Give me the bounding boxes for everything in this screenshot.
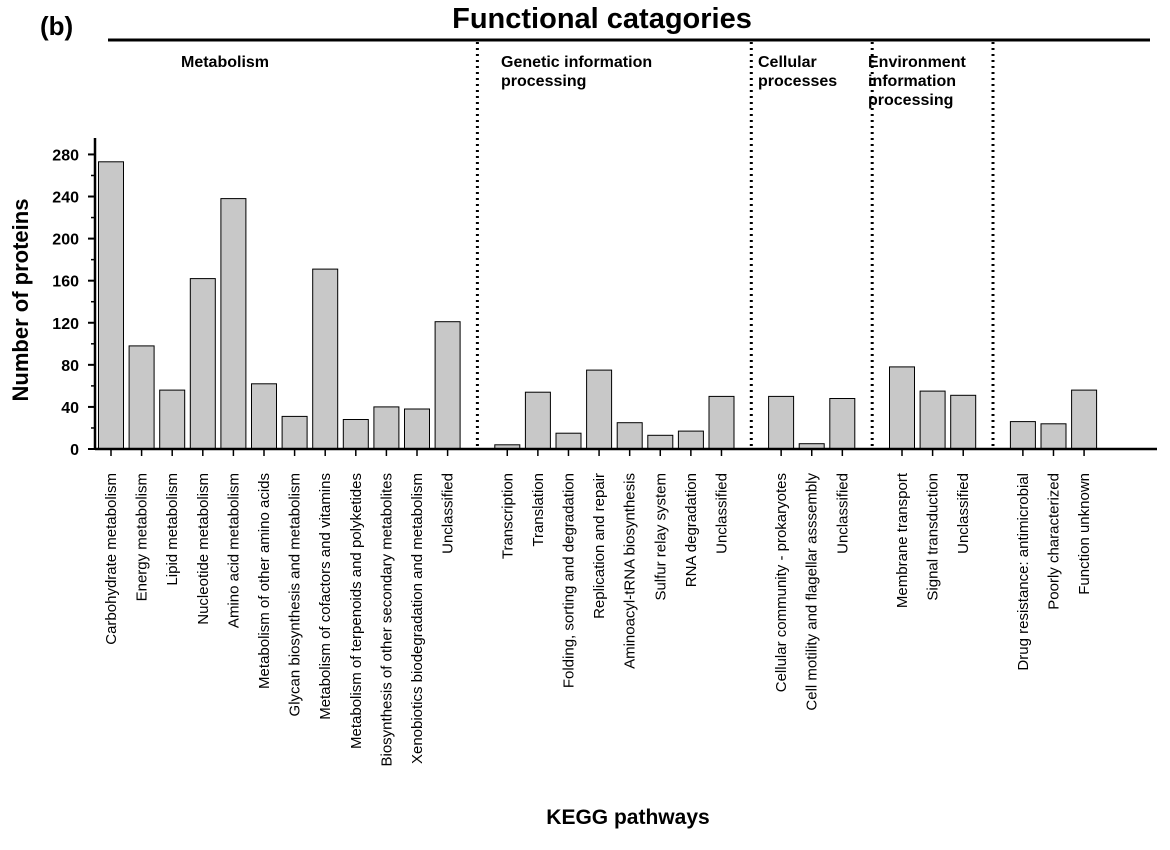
bar [281, 415, 308, 450]
bar [312, 268, 339, 450]
bar [434, 321, 461, 450]
category-label: Signal transduction [925, 473, 942, 601]
bar [251, 383, 277, 450]
bar [919, 390, 946, 450]
bar [373, 406, 400, 450]
y-tick-label: 40 [61, 400, 79, 417]
bar [1071, 389, 1098, 450]
group-label: Environment [868, 54, 966, 71]
category-label: Metabolism of cofactors and vitamins [317, 473, 334, 720]
bar [98, 161, 124, 450]
group-label: processing [501, 73, 586, 90]
bar [159, 389, 186, 450]
category-label: Drug resistance: antimicrobial [1015, 473, 1032, 671]
group-label: Cellular [758, 54, 817, 71]
group-labels: Metabolism Genetic information processing C… [181, 54, 966, 109]
category-label: Amino acid metabolism [225, 473, 242, 628]
category-label: Membrane transport [894, 472, 911, 608]
bar [1040, 423, 1067, 450]
chart-title: Functional catagories [452, 3, 752, 35]
category-label: Metabolism of terpenoids and polyketides [348, 473, 365, 749]
category-label: Glycan biosynthesis and metabolism [287, 473, 304, 716]
group-label: processing [868, 92, 953, 109]
panel-label: (b) [40, 11, 73, 41]
bar [677, 430, 704, 450]
bar [768, 395, 795, 450]
category-label: Transcription [499, 473, 516, 559]
category-label: Folding, sorting and degradation [561, 473, 578, 688]
bar [1009, 421, 1036, 450]
category-label: Biosynthesis of other secondary metaboli… [378, 473, 395, 767]
bar [616, 422, 643, 450]
bar [220, 198, 247, 450]
bars [98, 161, 1098, 450]
x-axis-label: KEGG pathways [546, 806, 709, 829]
category-label: Replication and repair [591, 473, 608, 619]
category-label: Unclassified [834, 473, 851, 554]
category-label: Cell motility and flagellar asssembly [804, 473, 821, 711]
group-label: information [868, 73, 956, 90]
y-axis-ticks: 0 40 80 120 160 200 240 280 [52, 147, 95, 459]
bar [950, 394, 977, 450]
bar [586, 369, 613, 450]
bar [128, 345, 155, 450]
category-label: Cellular community - prokaryotes [773, 473, 790, 692]
y-tick-label: 80 [61, 358, 79, 375]
y-tick-label: 240 [52, 190, 79, 207]
group-label: processes [758, 73, 837, 90]
category-label: Carbohydrate metabolism [103, 473, 120, 645]
category-label: Metabolism of other amino acids [256, 473, 273, 689]
group-label: Metabolism [181, 54, 269, 71]
category-label: Nucleotide metabolism [195, 473, 212, 625]
category-label: RNA degradation [683, 473, 700, 587]
bar [342, 419, 369, 450]
category-label: Energy metabolism [134, 473, 151, 601]
bar [524, 391, 551, 450]
y-tick-label: 160 [52, 274, 79, 291]
group-dividers [475, 42, 995, 449]
y-axis-label: Number of proteins [8, 199, 33, 402]
category-label: Translation [530, 473, 547, 547]
bar [708, 395, 735, 450]
category-label: Aminoacyl-tRNA biosynthesis [622, 473, 639, 669]
category-label: Xenobiotics biodegradation and metabolis… [409, 473, 426, 764]
bar [555, 432, 582, 450]
category-label: Poorly characterized [1046, 473, 1063, 610]
bar [189, 278, 216, 450]
y-tick-label: 0 [70, 442, 79, 459]
y-tick-label: 120 [52, 316, 79, 333]
bar [829, 398, 856, 450]
bar [647, 434, 674, 450]
category-labels: Carbohydrate metabolism Energy metabolism… [103, 449, 1093, 767]
y-tick-label: 280 [52, 147, 79, 164]
bar [889, 366, 915, 450]
category-label: Lipid metabolism [164, 473, 181, 586]
y-tick-label: 200 [52, 232, 79, 249]
group-label: Genetic information [501, 54, 652, 71]
category-label: Unclassified [955, 473, 972, 554]
category-label: Unclassified [440, 473, 457, 554]
category-label: Sulfur relay system [652, 473, 669, 601]
category-label: Unclassified [714, 473, 731, 554]
category-label: Function unknown [1076, 473, 1093, 595]
bar [404, 408, 430, 450]
